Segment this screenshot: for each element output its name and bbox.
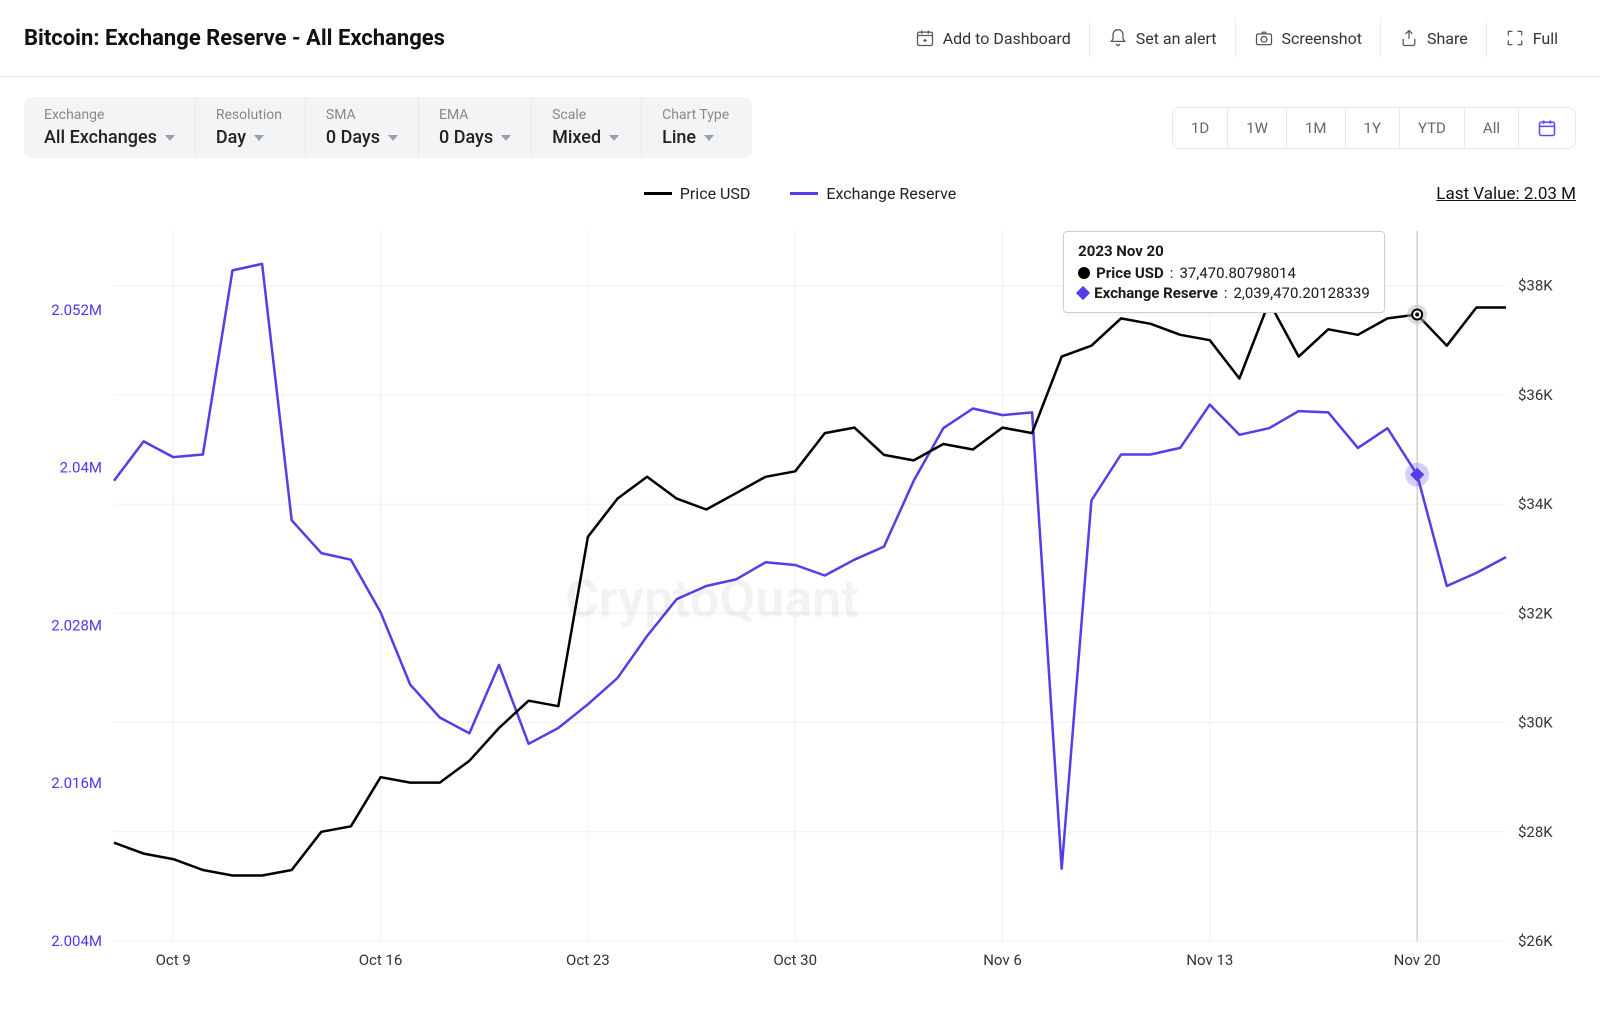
svg-text:2.016M: 2.016M (51, 774, 102, 792)
range-calendar-button[interactable] (1519, 108, 1575, 148)
controls-row: Exchange All Exchanges Resolution Day SM… (0, 77, 1600, 158)
range-all[interactable]: All (1465, 109, 1519, 147)
range-1w[interactable]: 1W (1228, 109, 1287, 147)
filter-resolution[interactable]: Resolution Day (196, 97, 306, 158)
share-icon (1399, 28, 1419, 48)
chevron-down-icon (704, 135, 714, 141)
add-to-dashboard-label: Add to Dashboard (943, 29, 1071, 48)
filter-ema[interactable]: EMA 0 Days (419, 97, 532, 158)
time-range-group: 1D 1W 1M 1Y YTD All (1172, 107, 1576, 149)
legend-price-swatch (644, 192, 672, 195)
header-actions: Add to Dashboard Set an alert Screenshot… (897, 18, 1576, 58)
filter-scale-label: Scale (552, 107, 621, 123)
calendar-icon (1537, 118, 1557, 138)
filter-exchange-label: Exchange (44, 107, 175, 123)
chevron-down-icon (609, 135, 619, 141)
svg-text:Nov 13: Nov 13 (1186, 951, 1233, 969)
svg-text:Oct 30: Oct 30 (773, 951, 817, 969)
legend-row: Price USD Exchange Reserve Last Value: 2… (0, 158, 1600, 211)
range-1d[interactable]: 1D (1173, 109, 1228, 147)
filter-chart-type[interactable]: Chart Type Line (642, 97, 752, 158)
share-button[interactable]: Share (1380, 18, 1486, 58)
range-1y[interactable]: 1Y (1346, 109, 1400, 147)
svg-text:$26K: $26K (1518, 932, 1553, 950)
filter-ema-label: EMA (439, 107, 511, 123)
legend-reserve-label: Exchange Reserve (826, 184, 956, 203)
svg-text:$36K: $36K (1518, 386, 1553, 404)
chevron-down-icon (165, 135, 175, 141)
range-1m[interactable]: 1M (1287, 109, 1346, 147)
bell-icon (1108, 28, 1128, 48)
fullscreen-label: Full (1533, 29, 1558, 48)
filter-sma-value: 0 Days (326, 127, 398, 148)
dashboard-plus-icon (915, 28, 935, 48)
range-ytd[interactable]: YTD (1400, 109, 1465, 147)
chart-container: CryptoQuant 2.004M2.016M2.028M2.04M2.052… (0, 211, 1600, 1019)
set-alert-button[interactable]: Set an alert (1089, 18, 1235, 58)
add-to-dashboard-button[interactable]: Add to Dashboard (897, 18, 1089, 58)
filter-scale[interactable]: Scale Mixed (532, 97, 642, 158)
svg-text:Oct 16: Oct 16 (359, 951, 403, 969)
svg-text:2.004M: 2.004M (51, 932, 102, 950)
chevron-down-icon (388, 135, 398, 141)
fullscreen-icon (1505, 28, 1525, 48)
chevron-down-icon (501, 135, 511, 141)
filter-sma-label: SMA (326, 107, 398, 123)
filter-sma[interactable]: SMA 0 Days (306, 97, 419, 158)
filter-scale-value: Mixed (552, 127, 621, 148)
svg-text:2.028M: 2.028M (51, 616, 102, 634)
svg-text:2.052M: 2.052M (51, 301, 102, 319)
screenshot-button[interactable]: Screenshot (1235, 18, 1380, 58)
svg-text:$38K: $38K (1518, 277, 1553, 295)
svg-text:Oct 9: Oct 9 (156, 951, 191, 969)
fullscreen-button[interactable]: Full (1486, 18, 1576, 58)
page-title: Bitcoin: Exchange Reserve - All Exchange… (24, 26, 445, 51)
line-chart[interactable]: 2.004M 2.016M 2.028M 2.04M 2.052M $26K $28K $30… (24, 211, 1576, 991)
svg-text:$32K: $32K (1518, 604, 1553, 622)
filter-chart-type-label: Chart Type (662, 107, 732, 123)
set-alert-label: Set an alert (1136, 29, 1217, 48)
legend-reserve-swatch (790, 192, 818, 195)
svg-text:$28K: $28K (1518, 823, 1553, 841)
svg-text:Nov 20: Nov 20 (1394, 951, 1441, 969)
camera-icon (1254, 28, 1274, 48)
legend-price-label: Price USD (680, 184, 751, 203)
share-label: Share (1427, 29, 1468, 48)
filter-resolution-label: Resolution (216, 107, 285, 123)
filter-exchange[interactable]: Exchange All Exchanges (24, 97, 196, 158)
filter-chart-type-value: Line (662, 127, 732, 148)
screenshot-label: Screenshot (1282, 29, 1362, 48)
filter-ema-value: 0 Days (439, 127, 511, 148)
filter-exchange-value: All Exchanges (44, 127, 175, 148)
legend-reserve[interactable]: Exchange Reserve (790, 184, 956, 203)
header-bar: Bitcoin: Exchange Reserve - All Exchange… (0, 0, 1600, 77)
last-value-text: Last Value: 2.03 M (1436, 184, 1576, 204)
filter-resolution-value: Day (216, 127, 285, 148)
filter-group: Exchange All Exchanges Resolution Day SM… (24, 97, 752, 158)
chevron-down-icon (254, 135, 264, 141)
svg-text:Nov 6: Nov 6 (983, 951, 1022, 969)
svg-text:Oct 23: Oct 23 (566, 951, 610, 969)
svg-text:2.04M: 2.04M (60, 459, 102, 477)
legend-price[interactable]: Price USD (644, 184, 751, 203)
svg-text:$34K: $34K (1518, 495, 1553, 513)
svg-text:$30K: $30K (1518, 714, 1553, 732)
